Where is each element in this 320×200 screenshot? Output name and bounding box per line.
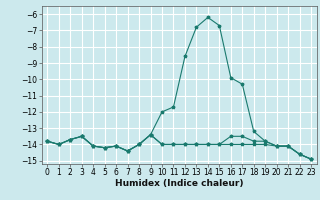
X-axis label: Humidex (Indice chaleur): Humidex (Indice chaleur) — [115, 179, 244, 188]
